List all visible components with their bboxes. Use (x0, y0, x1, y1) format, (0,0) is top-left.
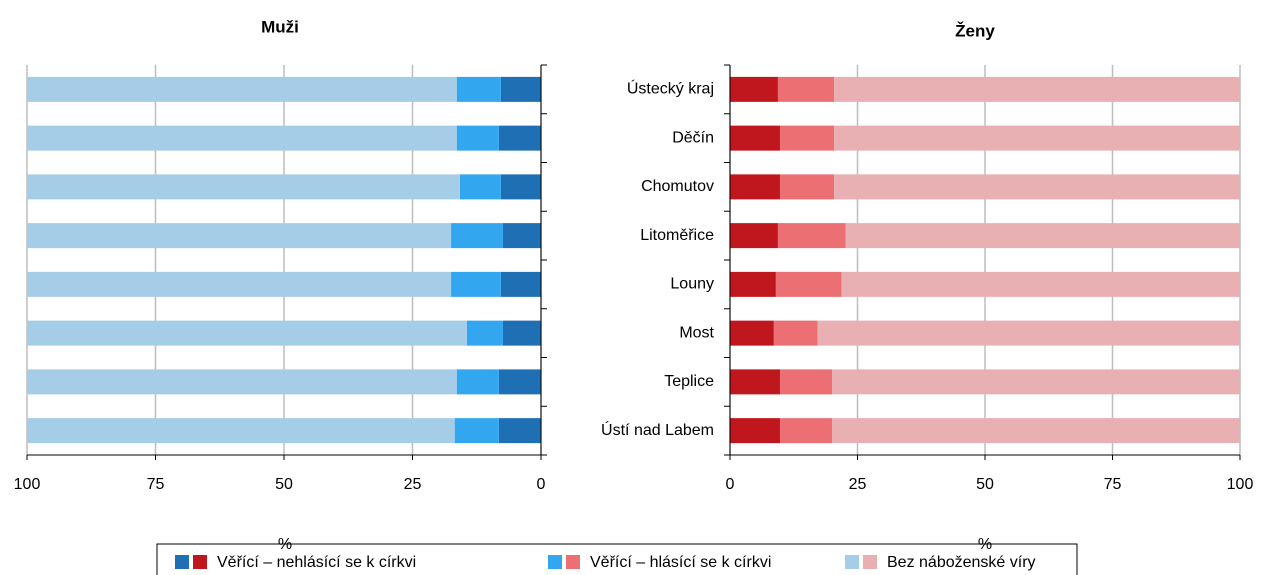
y-tick-label: Ústecký kraj (627, 79, 714, 98)
legend-label: Věřící – nehlásící se k církvi (217, 554, 416, 571)
bar-segment (832, 369, 1240, 395)
bar-segment (27, 418, 455, 444)
bar-segment (773, 320, 818, 346)
bar-segment (730, 320, 774, 346)
y-tick-label: Ústí nad Labem (601, 420, 714, 439)
bar-segment (502, 223, 541, 249)
bar-segment (459, 174, 501, 200)
bar-segment (451, 223, 503, 249)
bar-segment (27, 369, 457, 395)
x-tick-label: 75 (1104, 476, 1122, 493)
bar-segment (817, 320, 1240, 346)
legend-label: Věřící – hlásící se k církvi (590, 554, 771, 571)
bar-segment (730, 125, 780, 151)
y-tick-label: Teplice (664, 373, 714, 390)
bar-segment (775, 271, 842, 297)
bar-segment (730, 174, 780, 200)
y-tick-label: Most (679, 324, 714, 341)
legend-label: Bez náboženské víry (887, 554, 1036, 571)
x-tick-label: 25 (404, 476, 422, 493)
bar-segment (456, 125, 499, 151)
legend-swatch (566, 555, 580, 569)
bar-segment (777, 76, 835, 102)
bar-segment (498, 125, 541, 151)
bar-segment (730, 223, 778, 249)
y-tick-label: Děčín (672, 129, 714, 146)
bar-segment (498, 418, 541, 444)
bar-segment (498, 369, 541, 395)
bar-segment (730, 418, 780, 444)
bar-segment (779, 174, 835, 200)
bar-segment (500, 174, 541, 200)
y-tick-label: Litoměřice (640, 227, 714, 244)
bar-segment (466, 320, 503, 346)
bar-segment (27, 223, 452, 249)
bar-segment (27, 174, 460, 200)
bar-segment (454, 418, 499, 444)
bar-segment (779, 369, 832, 395)
bar-segment (500, 271, 541, 297)
bar-segment (27, 271, 452, 297)
bar-segment (834, 174, 1240, 200)
bar-segment (500, 76, 541, 102)
bar-segment (502, 320, 541, 346)
bar-segment (845, 223, 1240, 249)
x-tick-label: 100 (14, 476, 41, 493)
legend-box (156, 543, 1078, 575)
bar-segment (730, 271, 776, 297)
legend-swatch (863, 555, 877, 569)
bar-segment (777, 223, 846, 249)
y-tick-label: Louny (670, 276, 714, 293)
x-axis-label: % (278, 536, 292, 553)
legend-swatch (845, 555, 859, 569)
x-axis-label: % (978, 536, 992, 553)
legend-swatch (193, 555, 207, 569)
bar-segment (730, 369, 780, 395)
bar-segment (451, 271, 501, 297)
bar-segment (456, 369, 499, 395)
y-tick-label: Chomutov (641, 178, 714, 195)
bar-segment (456, 76, 501, 102)
legend-swatch (548, 555, 562, 569)
legend-swatch (175, 555, 189, 569)
bar-segment (27, 125, 457, 151)
bar-segment (832, 418, 1240, 444)
bar-segment (27, 320, 467, 346)
chart-title: Muži (261, 17, 299, 36)
bar-segment (730, 76, 778, 102)
x-tick-label: 25 (849, 476, 867, 493)
chart-title: Ženy (955, 21, 995, 40)
x-tick-label: 100 (1227, 476, 1254, 493)
bar-segment (779, 418, 832, 444)
bar-segment (834, 125, 1240, 151)
x-tick-label: 50 (976, 476, 994, 493)
x-tick-label: 75 (147, 476, 165, 493)
x-tick-label: 0 (537, 476, 546, 493)
x-tick-label: 0 (726, 476, 735, 493)
bar-segment (834, 76, 1240, 102)
bar-segment (841, 271, 1240, 297)
x-tick-label: 50 (275, 476, 293, 493)
bar-segment (779, 125, 835, 151)
bar-segment (27, 76, 457, 102)
